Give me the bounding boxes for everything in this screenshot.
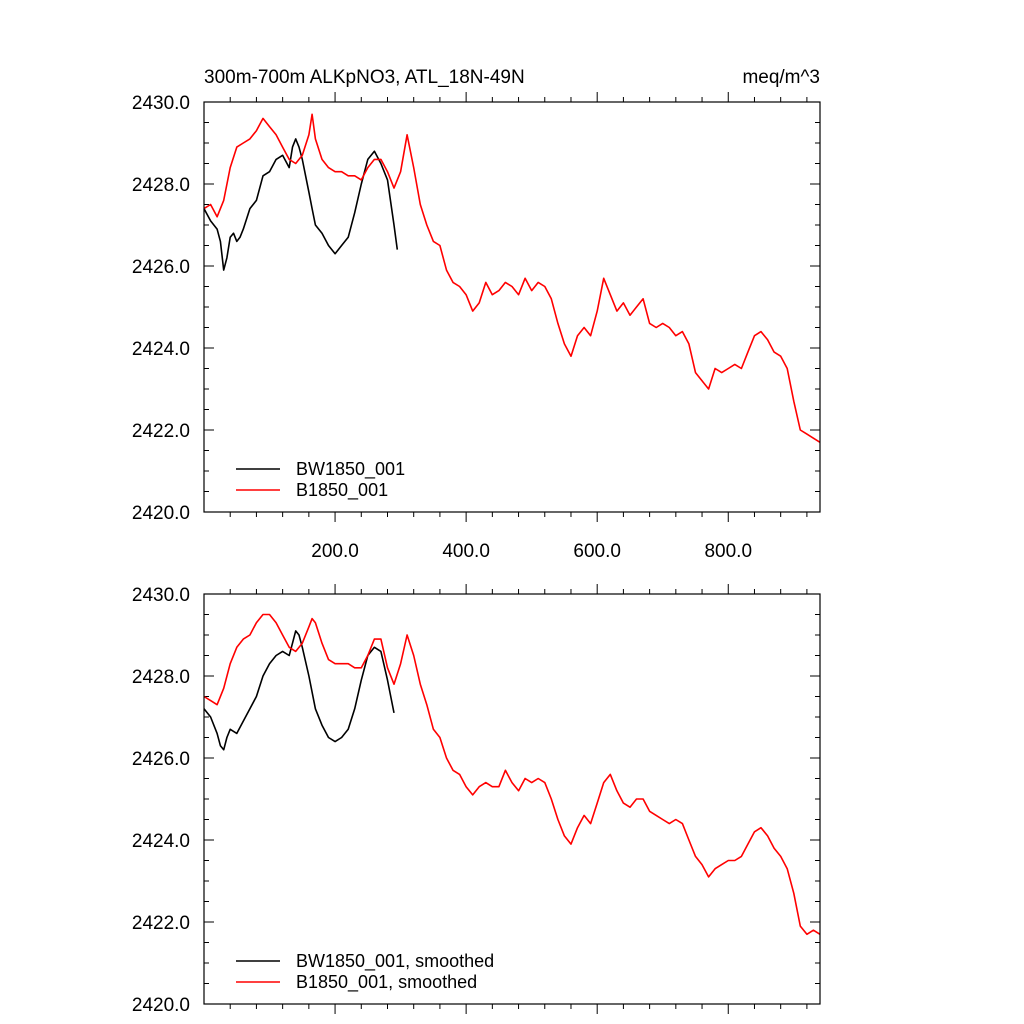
bottom-ytick-label-2428-0: 2428.0 bbox=[132, 667, 190, 688]
top-panel-x-tick-labels: 200.0 400.0 600.0 800.0 bbox=[311, 541, 752, 562]
bottom-panel: 2420.0 2422.0 2424.0 2426.0 2428.0 2430.0 BW1… bbox=[132, 584, 821, 1016]
bottom-panel-series bbox=[203, 613, 821, 936]
top-panel-plot-frame bbox=[203, 101, 821, 513]
bottom-series-b1850-001-smoothed bbox=[203, 613, 821, 936]
top-ytick-label-2422-0: 2422.0 bbox=[132, 421, 190, 442]
top-ytick-label-2430-0: 2430.0 bbox=[132, 93, 190, 114]
top-panel-y-tick-labels: 2420.0 2422.0 2424.0 2426.0 2428.0 2430.0 bbox=[132, 93, 190, 524]
bottom-panel-legend: BW1850_001, smoothed B1850_001, smoothed bbox=[236, 951, 494, 993]
top-legend-label-bw1850: BW1850_001 bbox=[296, 459, 405, 480]
top-panel-legend: BW1850_001 B1850_001 bbox=[236, 459, 405, 501]
top-series-bw1850-001 bbox=[203, 138, 399, 271]
bottom-panel-plot-frame bbox=[203, 593, 821, 1005]
bottom-legend-label-bw1850: BW1850_001, smoothed bbox=[296, 951, 494, 972]
top-series-b1850-001 bbox=[203, 113, 821, 443]
top-panel-series bbox=[203, 113, 821, 443]
top-ytick-label-2424-0: 2424.0 bbox=[132, 339, 190, 360]
bottom-legend-label-b1850: B1850_001, smoothed bbox=[296, 972, 477, 993]
top-legend-label-b1850: B1850_001 bbox=[296, 480, 388, 501]
top-ytick-label-2426-0: 2426.0 bbox=[132, 257, 190, 278]
top-xtick-label-800-0: 800.0 bbox=[704, 541, 752, 562]
top-panel-ticks bbox=[204, 92, 820, 522]
top-ytick-label-2420-0: 2420.0 bbox=[132, 503, 190, 524]
top-panel-units: meq/m^3 bbox=[742, 67, 820, 88]
top-xtick-label-200-0: 200.0 bbox=[311, 541, 359, 562]
top-xtick-label-600-0: 600.0 bbox=[573, 541, 621, 562]
bottom-ytick-label-2424-0: 2424.0 bbox=[132, 831, 190, 852]
top-panel: 300m-700m ALKpNO3, ATL_18N-49N meq/m^3 2… bbox=[132, 67, 821, 562]
top-ytick-label-2428-0: 2428.0 bbox=[132, 175, 190, 196]
bottom-panel-ticks bbox=[204, 584, 820, 1014]
bottom-ytick-label-2420-0: 2420.0 bbox=[132, 995, 190, 1016]
bottom-panel-y-tick-labels: 2420.0 2422.0 2424.0 2426.0 2428.0 2430.0 bbox=[132, 585, 190, 1016]
top-panel-title: 300m-700m ALKpNO3, ATL_18N-49N bbox=[204, 67, 525, 88]
bottom-ytick-label-2426-0: 2426.0 bbox=[132, 749, 190, 770]
bottom-ytick-label-2422-0: 2422.0 bbox=[132, 913, 190, 934]
bottom-series-bw1850-001-smoothed bbox=[203, 630, 395, 751]
bottom-ytick-label-2430-0: 2430.0 bbox=[132, 585, 190, 606]
top-xtick-label-400-0: 400.0 bbox=[442, 541, 490, 562]
